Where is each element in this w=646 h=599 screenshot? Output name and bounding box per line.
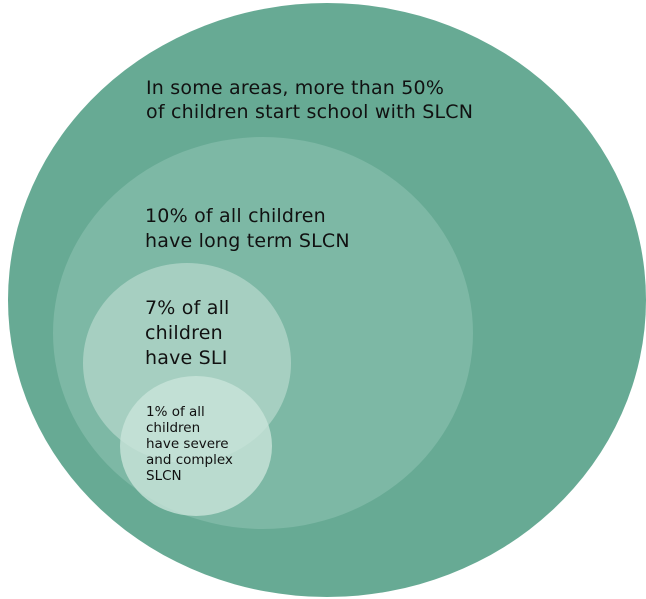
second-circle-label-line-2: have long term SLCN — [145, 230, 350, 252]
outer-circle-label-line-2: of children start school with SLCN — [146, 101, 474, 123]
second-circle-label-line-1: 10% of all children — [145, 205, 326, 227]
inner-circle-label-line-1: 1% of all — [146, 404, 205, 420]
third-circle-label-line-1: 7% of all — [145, 297, 230, 319]
second-circle-label: 10% of all children have long term SLCN — [145, 204, 350, 254]
inner-circle-label: 1% of all children have severe and compl… — [146, 404, 233, 484]
third-circle-label: 7% of all children have SLI — [145, 296, 230, 371]
third-circle-label-line-3: have SLI — [145, 347, 228, 369]
outer-circle-label-line-1: In some areas, more than 50% — [146, 77, 445, 99]
inner-circle — [120, 376, 272, 516]
inner-circle-label-line-2: children — [146, 420, 201, 436]
inner-circle-label-line-4: and complex — [146, 452, 233, 468]
outer-circle-label: In some areas, more than 50% of children… — [146, 76, 473, 124]
inner-circle-label-line-5: SLCN — [146, 468, 182, 484]
inner-circle-label-line-3: have severe — [146, 436, 229, 452]
third-circle-label-line-2: children — [145, 322, 223, 344]
